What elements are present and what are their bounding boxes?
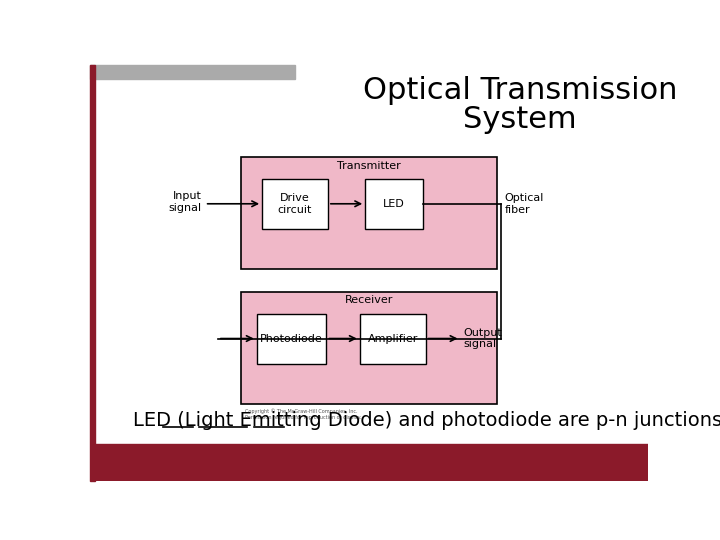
- Text: Photodiode: Photodiode: [260, 334, 323, 343]
- Bar: [360, 314, 426, 363]
- Text: Input
signal: Input signal: [168, 192, 202, 213]
- Bar: [241, 157, 497, 269]
- Text: Amplifier: Amplifier: [367, 334, 418, 343]
- Text: Optical Transmission: Optical Transmission: [363, 76, 678, 105]
- Bar: [90, 444, 648, 481]
- Text: Receiver: Receiver: [345, 295, 393, 306]
- Bar: [241, 292, 497, 403]
- Text: Transmitter: Transmitter: [337, 161, 401, 171]
- Text: Neamen: Neamen: [104, 455, 168, 470]
- Text: System: System: [463, 105, 577, 134]
- Bar: [262, 179, 328, 229]
- Text: LED (Light Emitting Diode) and photodiode are p-n junctions.: LED (Light Emitting Diode) and photodiod…: [132, 411, 720, 430]
- Bar: [365, 179, 423, 229]
- Bar: [256, 314, 326, 363]
- Text: Drive
circuit: Drive circuit: [278, 193, 312, 214]
- Text: Optical
fiber: Optical fiber: [505, 193, 544, 214]
- Text: Microelectronics, 4e: Microelectronics, 4e: [292, 449, 446, 464]
- Text: LED: LED: [383, 199, 405, 209]
- Text: McGraw-Hill: McGraw-Hill: [323, 461, 415, 476]
- Text: Chapter 1-40: Chapter 1-40: [534, 455, 634, 470]
- Text: Output
signal: Output signal: [464, 328, 503, 349]
- Bar: [90, 65, 295, 79]
- Bar: [90, 65, 96, 481]
- Text: Copyright © The McGraw-Hill Companies, Inc.
Permission required for reproduction: Copyright © The McGraw-Hill Companies, I…: [245, 408, 361, 420]
